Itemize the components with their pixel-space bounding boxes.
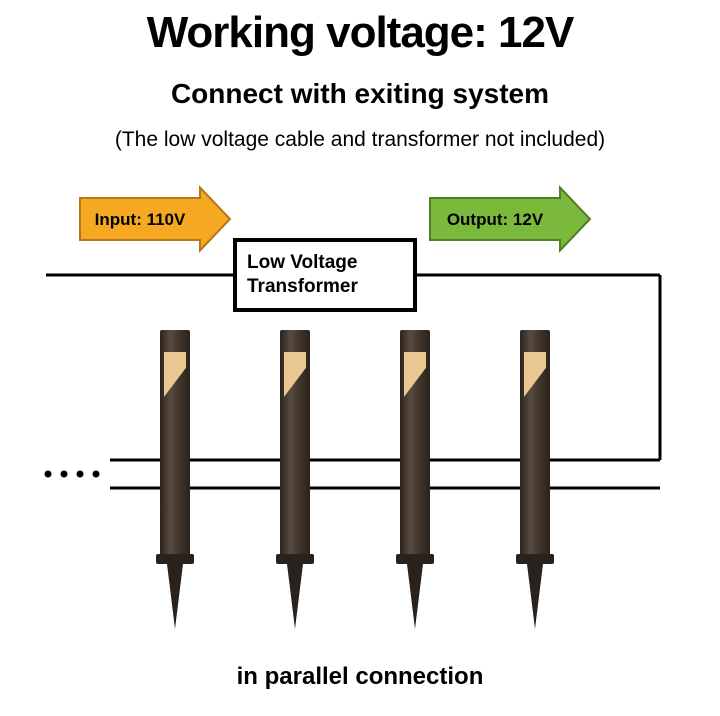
subtitle-text: Connect with exiting system [171, 78, 549, 109]
transformer-box [235, 240, 415, 310]
input-arrow-label: Input: 110V [95, 210, 186, 229]
note-text: (The low voltage cable and transformer n… [115, 128, 605, 151]
transformer-label-1: Low Voltage [247, 252, 357, 273]
light-spike [527, 564, 543, 629]
transformer-label-2: Transformer [247, 276, 358, 297]
continuation-dot [61, 471, 68, 478]
title-text: Working voltage: 12V [147, 8, 574, 57]
output-arrow-label: Output: 12V [447, 210, 544, 229]
light-base [276, 554, 314, 564]
subtitle: Connect with exiting system [0, 78, 720, 110]
light-spike [407, 564, 423, 629]
light-fixture [276, 330, 314, 629]
light-fixture [516, 330, 554, 629]
light-spike [167, 564, 183, 629]
light-base [516, 554, 554, 564]
light-base [396, 554, 434, 564]
light-spike [287, 564, 303, 629]
wiring-diagram: Low Voltage Transformer Input: 110V Output:… [0, 160, 720, 680]
page-title: Working voltage: 12V [0, 8, 720, 58]
light-base [156, 554, 194, 564]
continuation-dot [93, 471, 100, 478]
continuation-dot [77, 471, 84, 478]
light-fixture [156, 330, 194, 629]
note: (The low voltage cable and transformer n… [0, 128, 720, 152]
light-fixture [396, 330, 434, 629]
continuation-dot [45, 471, 52, 478]
